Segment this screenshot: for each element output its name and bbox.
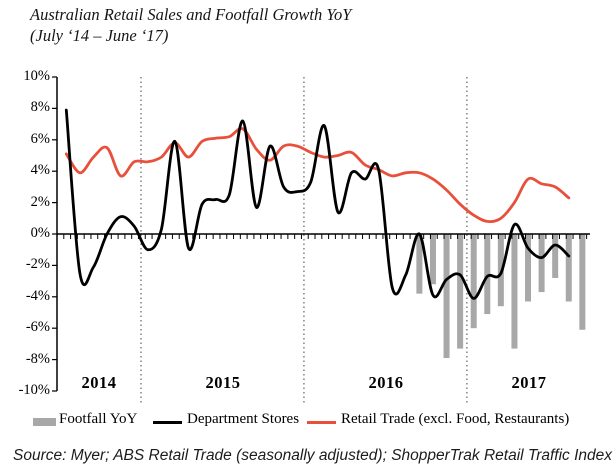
dept-stores-line [64, 108, 571, 300]
x-axis-year-label: 2016 [368, 373, 404, 392]
source-note: Source: Myer; ABS Retail Trade (seasonal… [13, 447, 613, 464]
x-axis-year-label: 2017 [511, 373, 547, 392]
legend-dept-stores-swatch [153, 421, 182, 424]
legend-retail-trade-label: Retail Trade (excl. Food, Restaurants) [341, 411, 570, 427]
footfall-bar [525, 234, 532, 302]
chart-subtitle: (July ‘14 – June ‘17) [30, 26, 169, 45]
footfall-bar [443, 234, 450, 359]
footfall-bar [538, 234, 545, 293]
footfall-bar [470, 234, 477, 329]
y-axis-label: 10% [23, 68, 50, 84]
y-axis-label: -6% [25, 319, 50, 335]
footfall-bar [484, 234, 491, 315]
x-axis-year-label: 2015 [205, 373, 241, 392]
legend-retail-trade-swatch [307, 421, 336, 424]
y-axis-label: 6% [30, 131, 50, 147]
y-axis-label: 4% [30, 162, 50, 178]
footfall-bar [565, 234, 572, 302]
y-axis-label: 8% [30, 99, 50, 115]
x-axis-year-label: 2014 [81, 373, 117, 392]
legend-footfall-label: Footfall YoY [59, 411, 138, 427]
footfall-bar [579, 234, 586, 330]
chart-title: Australian Retail Sales and Footfall Gro… [30, 5, 352, 24]
footfall-bar [511, 234, 518, 349]
y-axis-label: 2% [30, 194, 50, 210]
y-axis-label: -4% [25, 288, 50, 304]
y-axis-label: -2% [25, 256, 50, 272]
footfall-bar [457, 234, 464, 349]
y-axis-label: 0% [30, 225, 50, 241]
footfall-bar [416, 234, 423, 294]
footfall-bar [552, 234, 559, 278]
legend-dept-stores-label: Department Stores [187, 411, 300, 427]
y-axis-label: -10% [18, 382, 50, 398]
y-axis-label: -8% [25, 351, 50, 367]
legend-footfall-swatch [33, 418, 56, 426]
footfall-bar [429, 234, 436, 285]
